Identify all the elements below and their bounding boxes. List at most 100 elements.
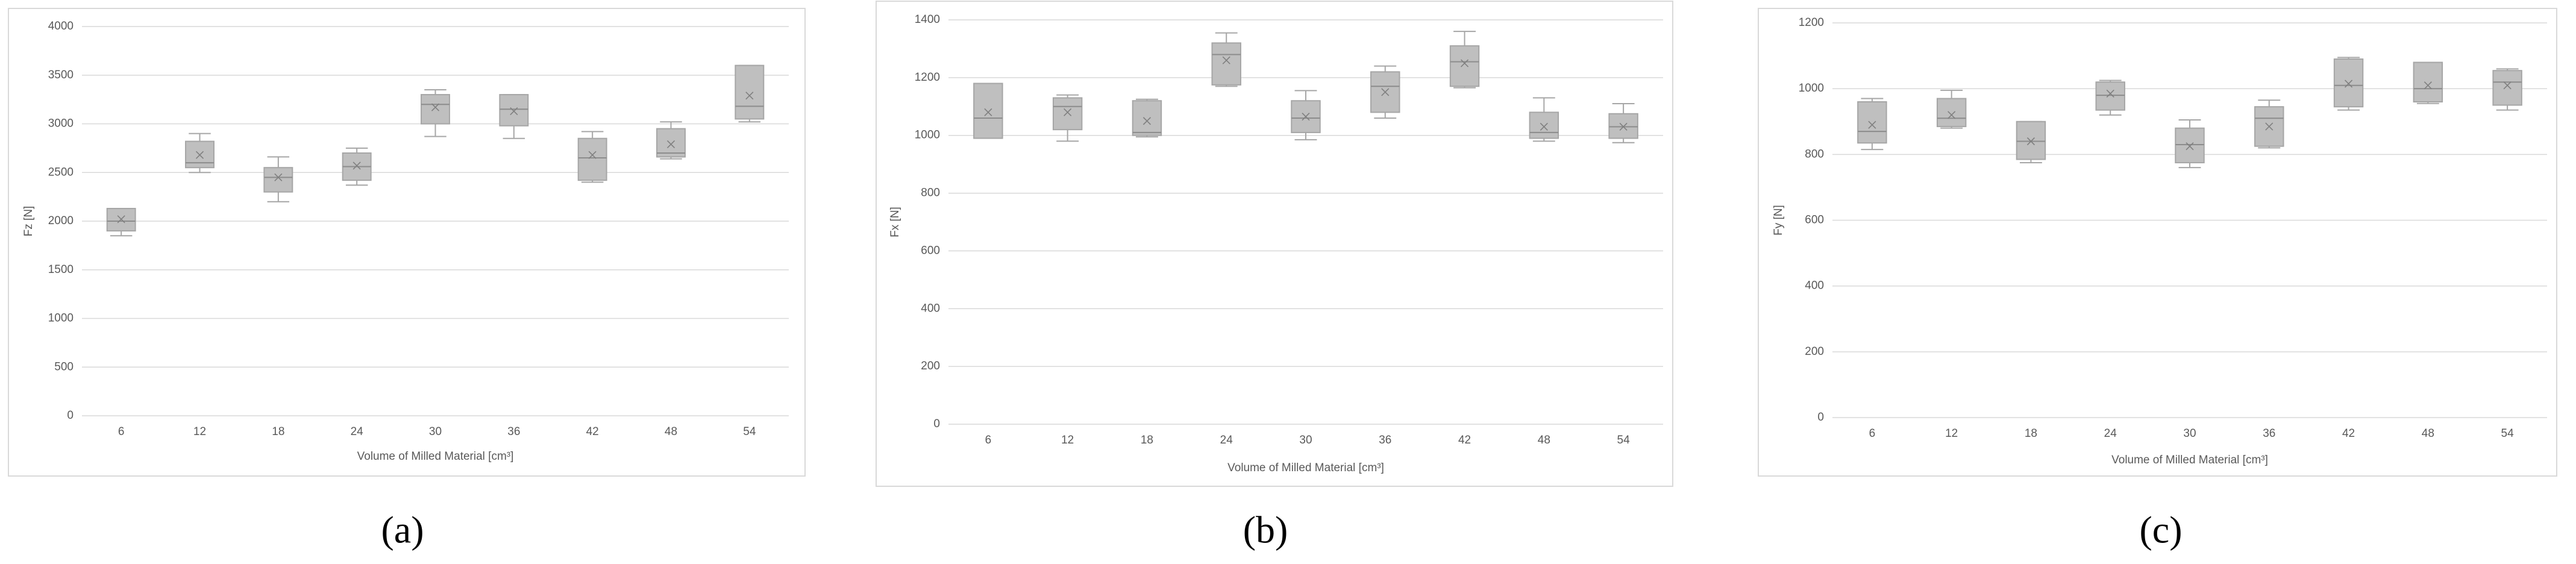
x-tick-label: 12 xyxy=(1945,427,1958,440)
mean-marker xyxy=(1948,111,1956,119)
mean-marker xyxy=(1381,88,1390,96)
mean-marker xyxy=(1540,122,1548,131)
y-tick-label: 400 xyxy=(921,302,940,315)
mean-marker xyxy=(1222,56,1230,64)
y-tick-label: 0 xyxy=(67,409,74,422)
box xyxy=(2175,127,2205,163)
y-tick-label: 1500 xyxy=(48,263,74,276)
y-tick-label: 500 xyxy=(54,360,74,373)
mean-marker xyxy=(1619,122,1628,131)
x-tick-label: 6 xyxy=(1869,427,1876,440)
y-tick-label: 0 xyxy=(1817,411,1824,424)
y-tick-label: 0 xyxy=(933,418,940,430)
x-tick-label: 42 xyxy=(1458,434,1471,446)
mean-marker xyxy=(745,92,754,100)
y-tick-label: 1400 xyxy=(915,13,940,26)
y-tick-label: 200 xyxy=(921,360,940,372)
caption: (a) xyxy=(381,509,424,551)
box xyxy=(2095,81,2125,111)
x-tick-label: 6 xyxy=(985,434,992,446)
box xyxy=(1936,98,1967,127)
mean-marker xyxy=(2186,142,2194,151)
y-tick-label: 2000 xyxy=(48,215,74,227)
x-tick-label: 18 xyxy=(2025,427,2037,440)
x-tick-label: 54 xyxy=(743,425,756,438)
x-tick-label: 24 xyxy=(1220,434,1233,446)
box xyxy=(2333,58,2364,108)
box xyxy=(1132,100,1162,136)
y-tick-label: 800 xyxy=(921,187,940,199)
box xyxy=(263,167,293,193)
x-tick-label: 24 xyxy=(2104,427,2117,440)
box xyxy=(1449,45,1480,87)
x-tick-label: 30 xyxy=(2183,427,2196,440)
x-axis-label: Volume of Milled Material [cm³] xyxy=(1227,462,1384,474)
box xyxy=(973,83,1003,139)
caption: (b) xyxy=(1243,509,1288,551)
y-axis-label: Fy [N] xyxy=(1772,205,1785,236)
panel-frame xyxy=(876,1,1673,487)
chart-panel: 0 500 1000 1500 2000 2500 3000 3500 4000 Fz [N] Vo… xyxy=(8,8,806,477)
x-tick-label: 54 xyxy=(1617,434,1631,446)
x-tick-label: 36 xyxy=(507,425,520,438)
y-tick-label: 1200 xyxy=(915,71,940,84)
y-tick-label: 400 xyxy=(1805,280,1824,292)
x-axis-label: Volume of Milled Material [cm³] xyxy=(357,450,514,463)
box xyxy=(1211,42,1241,86)
chart-panel: 0 200 400 600 800 1000 1200 1400 Fx [N] Volume of… xyxy=(876,1,1673,487)
y-tick-label: 1000 xyxy=(48,312,74,325)
y-tick-label: 2500 xyxy=(48,166,74,178)
box xyxy=(1529,111,1559,139)
x-tick-label: 36 xyxy=(2263,427,2275,440)
mean-marker xyxy=(274,173,283,181)
mean-marker xyxy=(2344,80,2353,88)
x-tick-label: 12 xyxy=(1061,434,1074,446)
x-tick-label: 6 xyxy=(118,425,125,438)
box xyxy=(577,137,607,181)
mean-marker xyxy=(2503,81,2512,90)
box xyxy=(2492,70,2522,106)
mean-marker xyxy=(2106,89,2114,98)
x-tick-label: 48 xyxy=(2422,427,2434,440)
y-axis-label: Fx [N] xyxy=(889,207,901,237)
mean-marker xyxy=(2424,81,2432,90)
box xyxy=(421,94,450,125)
mean-marker xyxy=(353,161,361,170)
box xyxy=(1857,101,1887,144)
x-tick-label: 42 xyxy=(586,425,599,438)
mean-marker xyxy=(1868,121,1876,129)
y-tick-label: 1000 xyxy=(915,129,940,142)
y-tick-label: 3000 xyxy=(48,118,74,130)
mean-marker xyxy=(666,140,675,148)
x-axis-label: Volume of Milled Material [cm³] xyxy=(2111,454,2268,466)
y-tick-label: 800 xyxy=(1805,148,1824,160)
box xyxy=(2016,121,2046,160)
x-tick-label: 30 xyxy=(1299,434,1312,446)
y-tick-label: 600 xyxy=(921,244,940,257)
box xyxy=(1052,97,1083,131)
y-tick-label: 3500 xyxy=(48,69,74,81)
mean-marker xyxy=(2026,137,2035,146)
box xyxy=(735,64,765,120)
x-tick-label: 54 xyxy=(2501,427,2515,440)
mean-marker xyxy=(2265,122,2274,131)
mean-marker xyxy=(117,215,125,224)
x-tick-label: 48 xyxy=(665,425,677,438)
mean-marker xyxy=(431,103,440,111)
y-tick-label: 1000 xyxy=(1799,82,1824,95)
mean-marker xyxy=(1302,112,1310,121)
box xyxy=(656,128,686,158)
mean-marker xyxy=(588,151,597,159)
mean-marker xyxy=(195,151,204,159)
mean-marker xyxy=(1142,117,1152,125)
mean-marker xyxy=(510,107,518,116)
y-axis-label: Fz [N] xyxy=(22,206,35,237)
y-tick-label: 200 xyxy=(1805,345,1824,358)
x-tick-label: 24 xyxy=(351,425,364,438)
panel-frame xyxy=(8,8,806,477)
mean-marker xyxy=(1460,59,1469,67)
box xyxy=(2413,61,2443,102)
x-tick-label: 42 xyxy=(2342,427,2355,440)
x-tick-label: 48 xyxy=(1538,434,1550,446)
